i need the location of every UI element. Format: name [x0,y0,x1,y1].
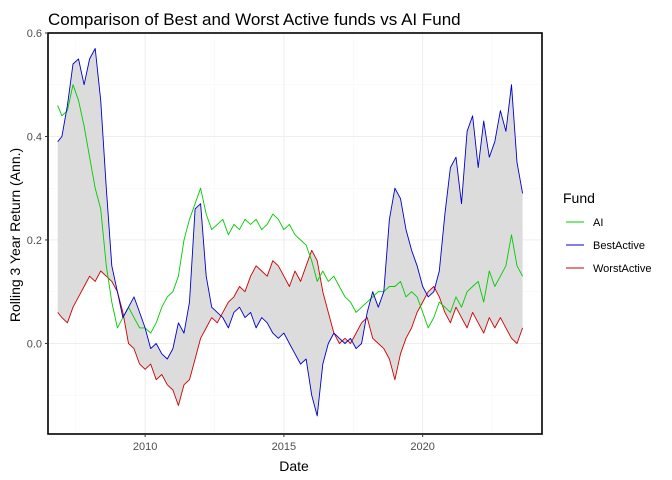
legend-label-worstactive: WorstActive [593,263,651,275]
x-tick-label: 2015 [272,441,296,453]
y-tick-label: 0.6 [27,28,42,40]
y-tick-label: 0.0 [27,338,42,350]
series-line-bestactive [57,48,524,417]
y-tick-label: 0.2 [27,235,42,247]
chart-title: Comparison of Best and Worst Active fund… [48,10,461,29]
legend-label-bestactive: BestActive [593,240,645,252]
y-axis: 0.0 0.2 0.4 0.6 [27,28,48,350]
series-line-worstactive [57,249,524,406]
x-tick-label: 2010 [133,441,157,453]
y-tick-label: 0.4 [27,131,42,143]
x-axis-title: Date [279,458,309,474]
legend: Fund AI BestActive WorstActive [563,190,651,275]
ribbon-area [57,48,523,416]
ribbon-layer [57,48,523,416]
x-axis: 2010 2015 2020 [133,434,435,453]
series-layer [57,48,524,417]
legend-title: Fund [563,190,595,206]
series-line-ai [57,84,523,334]
x-tick-label: 2020 [410,441,434,453]
y-axis-title: Rolling 3 Year Return (Ann.) [7,148,23,322]
legend-label-ai: AI [593,217,603,229]
panel-border [47,32,543,435]
